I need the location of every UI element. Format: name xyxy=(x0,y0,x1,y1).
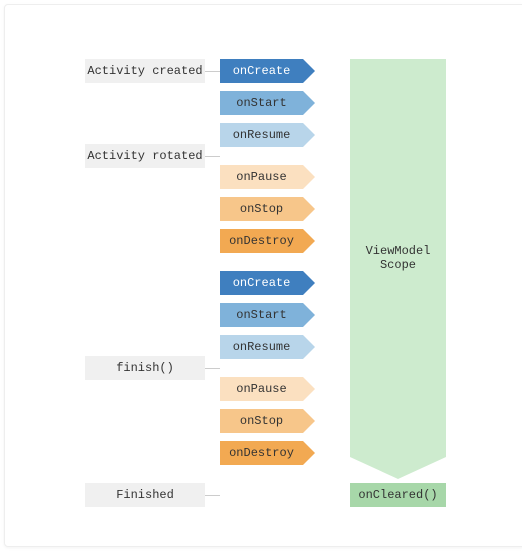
lifecycle-diagram: Activity created Activity rotated finish()… xyxy=(4,4,522,547)
callback-onStop1: onStop xyxy=(220,197,315,221)
callback-onDestroy1: onDestroy xyxy=(220,229,315,253)
arrow-tip-icon xyxy=(303,441,315,465)
connector-finished xyxy=(205,495,220,496)
arrow-tip-icon xyxy=(303,409,315,433)
callback-onStop2: onStop xyxy=(220,409,315,433)
connector-activity-rotated xyxy=(205,156,220,157)
callback-label: onCreate xyxy=(220,271,303,295)
callback-onPause2: onPause xyxy=(220,377,315,401)
viewmodel-scope-arrow-tip-icon xyxy=(350,457,446,479)
callback-onStart2: onStart xyxy=(220,303,315,327)
connector-activity-created xyxy=(205,71,220,72)
callback-onDestroy2: onDestroy xyxy=(220,441,315,465)
viewmodel-scope-arrow: ViewModel Scope xyxy=(350,59,446,457)
state-activity-rotated: Activity rotated xyxy=(85,144,205,168)
callback-label: onStart xyxy=(220,303,303,327)
callback-label: onResume xyxy=(220,123,303,147)
callback-onPause1: onPause xyxy=(220,165,315,189)
callback-label: onResume xyxy=(220,335,303,359)
callback-onResume2: onResume xyxy=(220,335,315,359)
callback-label: onPause xyxy=(220,377,303,401)
callback-label: onStop xyxy=(220,197,303,221)
callback-onCreate2: onCreate xyxy=(220,271,315,295)
callback-label: onDestroy xyxy=(220,229,303,253)
state-finished: Finished xyxy=(85,483,205,507)
callback-onCreate1: onCreate xyxy=(220,59,315,83)
state-finish: finish() xyxy=(85,356,205,380)
callback-label: onPause xyxy=(220,165,303,189)
arrow-tip-icon xyxy=(303,271,315,295)
arrow-tip-icon xyxy=(303,335,315,359)
arrow-tip-icon xyxy=(303,303,315,327)
callback-onCleared: onCleared() xyxy=(350,483,446,507)
arrow-tip-icon xyxy=(303,123,315,147)
callback-label: onDestroy xyxy=(220,441,303,465)
arrow-tip-icon xyxy=(303,197,315,221)
callback-label: onCreate xyxy=(220,59,303,83)
arrow-tip-icon xyxy=(303,377,315,401)
arrow-tip-icon xyxy=(303,229,315,253)
callback-onStart1: onStart xyxy=(220,91,315,115)
arrow-tip-icon xyxy=(303,91,315,115)
callback-label: onStop xyxy=(220,409,303,433)
arrow-tip-icon xyxy=(303,165,315,189)
state-activity-created: Activity created xyxy=(85,59,205,83)
callback-onResume1: onResume xyxy=(220,123,315,147)
callback-label: onStart xyxy=(220,91,303,115)
connector-finish xyxy=(205,368,220,369)
arrow-tip-icon xyxy=(303,59,315,83)
